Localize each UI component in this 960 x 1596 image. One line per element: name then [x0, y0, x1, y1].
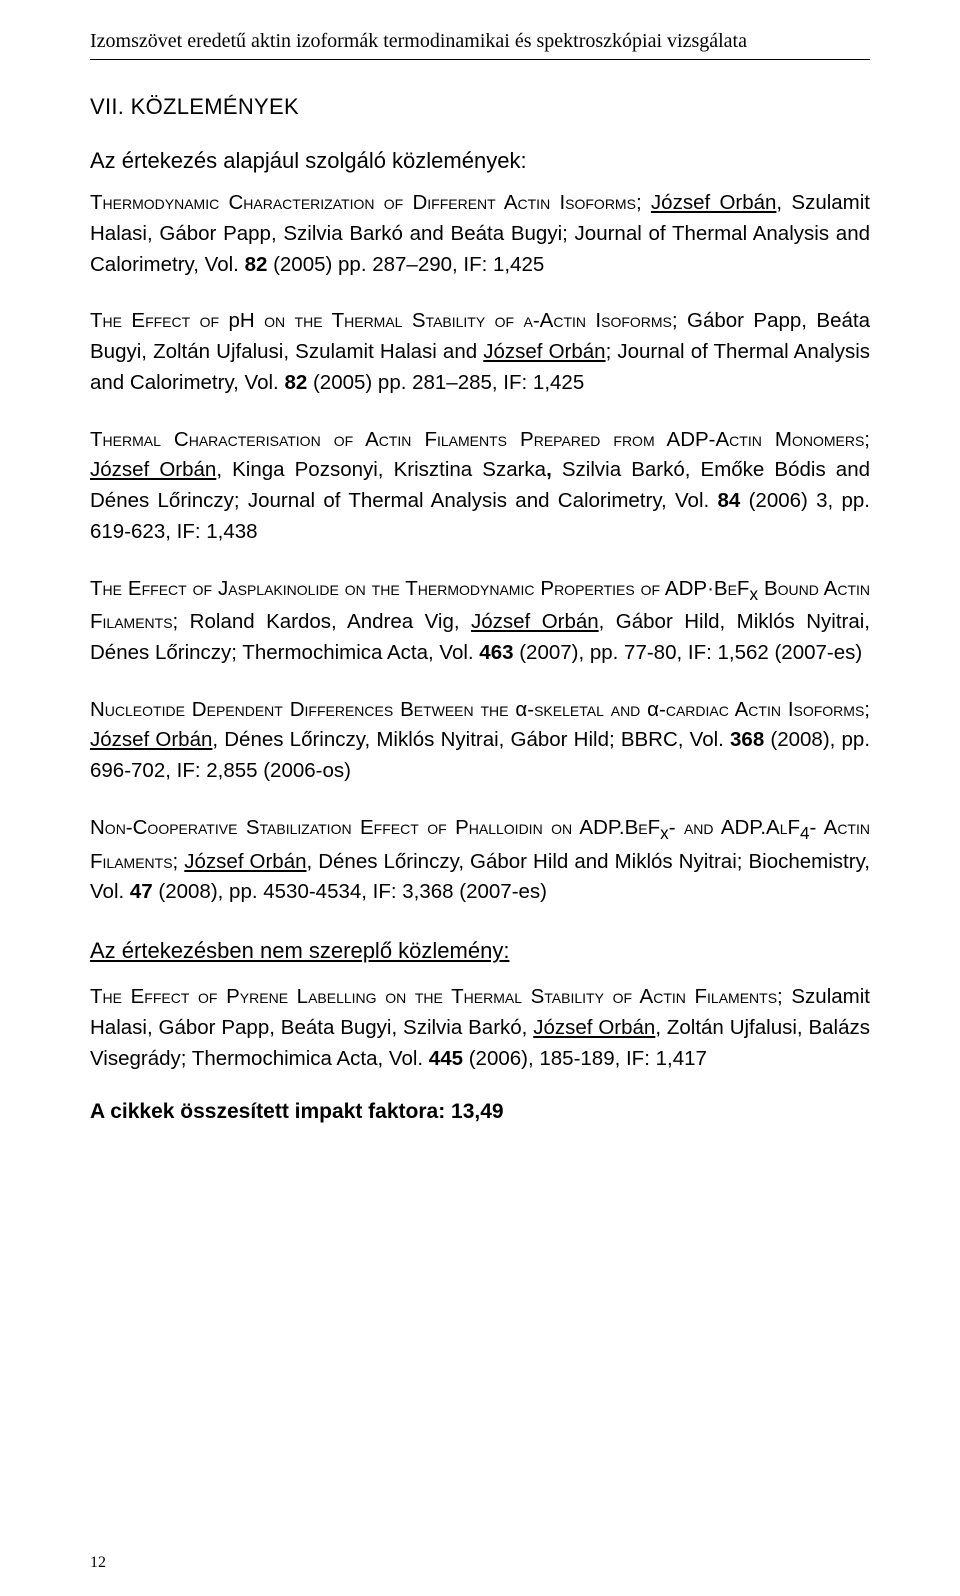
volume-number: 84 — [718, 489, 741, 512]
publication-entry: Thermodynamic Characterization of Differ… — [90, 188, 870, 280]
volume-number: 47 — [130, 880, 153, 903]
publication-entry: The Effect of Pyrene Labelling on the Th… — [90, 982, 870, 1074]
text: ; — [864, 698, 870, 721]
volume-number: 368 — [730, 728, 764, 751]
alpha: α — [515, 698, 527, 721]
text: (2006), 185-189, IF: 1,417 — [463, 1047, 707, 1070]
author-underlined: József Orbán — [471, 610, 599, 633]
pub-title-part: -skeletal and — [527, 698, 647, 721]
publication-entry: The Effect of Jasplakinolide on the Ther… — [90, 574, 870, 669]
volume-number: 82 — [284, 371, 307, 394]
text: (2005) pp. 287–290, IF: 1,425 — [267, 253, 544, 276]
text: ; — [636, 191, 651, 214]
pub-title: The Effect of Pyrene Labelling on the Th… — [90, 985, 777, 1008]
subscript: 4 — [800, 824, 810, 843]
author-underlined: József Orbán — [533, 1016, 655, 1039]
pub-title-part: α-Actin Isoforms — [524, 309, 672, 332]
pub-title: Thermodynamic Characterization of Differ… — [90, 191, 636, 214]
text: , Dénes Lőrinczy, Miklós Nyitrai, Gábor … — [212, 728, 730, 751]
text: (2005) pp. 281–285, IF: 1,425 — [307, 371, 584, 394]
pub-title-part: on the Thermal Stability of — [255, 309, 524, 332]
author-underlined: József Orbán — [90, 728, 212, 751]
text: ; — [173, 850, 185, 873]
pub-title-part: -cardiac Actin Isoforms — [659, 698, 864, 721]
author-underlined: József Orbán — [90, 458, 216, 481]
author-underlined: József Orbán — [184, 850, 306, 873]
page-number: 12 — [90, 1554, 106, 1572]
author-underlined: József Orbán — [483, 340, 605, 363]
pub-title: The Effect of Jasplakinolide on the Ther… — [90, 577, 749, 600]
pub-title: Thermal Characterisation of Actin Filame… — [90, 428, 864, 451]
subheading-publications: Az értekezés alapjául szolgáló közlemény… — [90, 148, 870, 174]
section-title: VII. KÖZLEMÉNYEK — [90, 94, 870, 120]
alpha: α — [647, 698, 659, 721]
pub-title-part: Nucleotide Dependent Differences Between… — [90, 698, 515, 721]
author-underlined: József Orbán — [651, 191, 777, 214]
volume-number: 463 — [479, 641, 513, 664]
text: (2007), pp. 77-80, IF: 1,562 (2007-es) — [514, 641, 863, 664]
text: pH — [228, 309, 254, 332]
volume-number: 82 — [245, 253, 268, 276]
running-head: Izomszövet eredetű aktin izoformák termo… — [90, 30, 870, 60]
text: (2008), pp. 4530-4534, IF: 3,368 (2007-e… — [153, 880, 547, 903]
pub-title-part: - and ADP.AlF — [669, 816, 800, 839]
publication-entry: Thermal Characterisation of Actin Filame… — [90, 425, 870, 548]
text: ; Roland Kardos, Andrea Vig, — [173, 610, 471, 633]
text: , Kinga Pozsonyi, Krisztina Szarka — [216, 458, 546, 481]
publication-entry: The Effect of pH on the Thermal Stabilit… — [90, 306, 870, 398]
subscript: x — [749, 585, 758, 604]
pub-title-part: The Effect of — [90, 309, 228, 332]
publication-entry: Non-Cooperative Stabilization Effect of … — [90, 813, 870, 908]
impact-factor-summary: A cikkek összesített impakt faktora: 13,… — [90, 1100, 870, 1124]
publication-entry: Nucleotide Dependent Differences Between… — [90, 695, 870, 787]
pub-title-part: Non-Cooperative Stabilization Effect of … — [90, 816, 660, 839]
subheading-other: Az értekezésben nem szereplő közlemény: — [90, 938, 870, 964]
document-page: Izomszövet eredetű aktin izoformák termo… — [0, 0, 960, 1596]
volume-number: 445 — [429, 1047, 463, 1070]
subscript: x — [660, 824, 669, 843]
text: ; — [864, 428, 870, 451]
